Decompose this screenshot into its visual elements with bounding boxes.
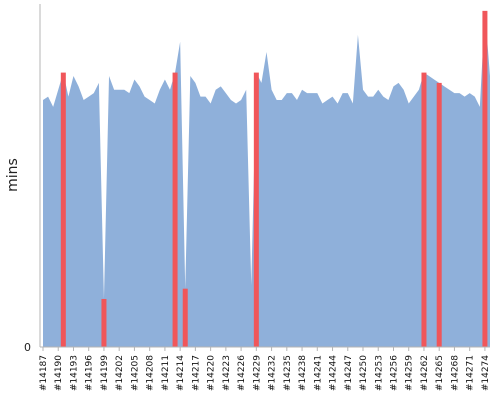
x-tick-label: #14196 (85, 355, 95, 391)
x-tick-label: #14220 (207, 355, 217, 391)
x-tick-label: #14256 (389, 355, 399, 391)
x-tick-label: #14250 (359, 355, 369, 391)
x-tick-label: #14271 (466, 355, 476, 391)
x-tick-label: #14247 (344, 355, 354, 391)
x-axis-ticks: #14187 #14190 #14193 #14196 #14199 #14202 #142… (39, 347, 491, 391)
x-tick-label: #14208 (146, 355, 156, 391)
x-tick-label: #14226 (237, 355, 247, 391)
x-tick-label: #14202 (115, 355, 125, 391)
x-tick-label: #14232 (268, 355, 278, 391)
x-tick-label: #14217 (191, 355, 201, 391)
x-tick-label: #14253 (374, 355, 384, 391)
x-tick-label: #14193 (69, 355, 79, 391)
x-tick-label: #14205 (130, 355, 140, 391)
x-tick-label: #14235 (283, 355, 293, 391)
x-tick-label: #14238 (298, 355, 308, 391)
x-tick-label: #14223 (222, 355, 232, 391)
highlight-bar-14215 (182, 288, 188, 347)
x-tick-label: #14244 (329, 355, 339, 391)
highlight-bar-14213 (172, 72, 178, 347)
x-tick-label: #14274 (481, 355, 491, 391)
x-tick-label: #14199 (100, 355, 110, 391)
highlight-bar-14229 (253, 72, 259, 347)
highlight-bar-14199 (101, 298, 107, 347)
x-tick-label: #14187 (39, 355, 49, 391)
x-tick-label: #14211 (161, 355, 171, 391)
x-tick-label: #14265 (435, 355, 445, 391)
x-tick-label: #14268 (450, 355, 460, 391)
x-tick-label: #14259 (405, 355, 415, 391)
x-tick-label: #14214 (176, 355, 186, 391)
x-tick-label: #14262 (420, 355, 430, 391)
series-area (43, 10, 490, 348)
x-tick-label: #14241 (313, 355, 323, 391)
highlight-bar-14274 (482, 10, 488, 348)
highlight-bar-14265 (436, 82, 442, 347)
y-axis-label: mins (5, 158, 21, 192)
x-tick-label: #14190 (54, 355, 64, 391)
x-tick-label: #14229 (252, 355, 262, 391)
plot-area (43, 10, 490, 348)
highlight-bar-14262 (421, 72, 427, 347)
y-tick-label-0: 0 (24, 341, 31, 354)
highlight-bar-14191 (60, 72, 66, 347)
